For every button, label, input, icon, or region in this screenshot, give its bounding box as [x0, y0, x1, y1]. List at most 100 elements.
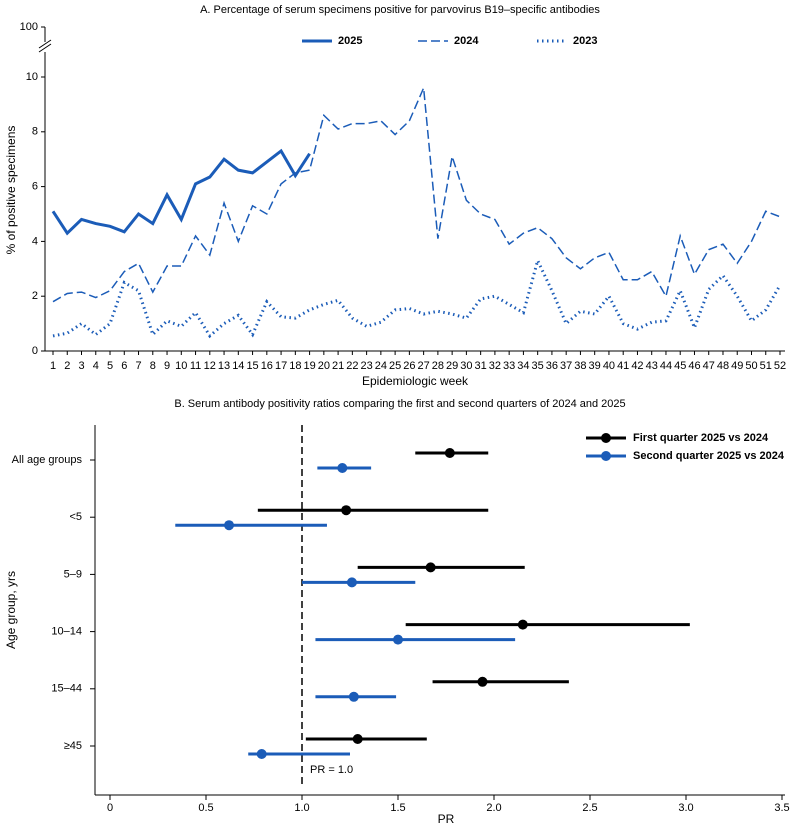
- x-tick-label: 33: [503, 360, 515, 372]
- x-tick-label: 42: [631, 360, 643, 372]
- point-estimate: [517, 619, 528, 630]
- y-tick-label: 100: [20, 21, 38, 33]
- x-tick-label: 3.0: [678, 802, 693, 814]
- x-tick-label: 32: [489, 360, 501, 372]
- x-tick-label: 35: [532, 360, 544, 372]
- x-tick-label: 19: [303, 360, 315, 372]
- y-tick-label: <5: [69, 511, 82, 523]
- x-tick-label: 18: [289, 360, 301, 372]
- y-tick-label: 6: [32, 181, 38, 193]
- x-tick-label: 15: [246, 360, 258, 372]
- x-axis-label: Epidemiologic week: [362, 374, 469, 388]
- x-tick-label: 41: [617, 360, 629, 372]
- point-estimate: [256, 749, 267, 759]
- x-tick-label: 7: [135, 360, 141, 372]
- x-tick-label: 29: [446, 360, 458, 372]
- y-tick-label: All age groups: [12, 454, 83, 466]
- x-tick-label: 1: [50, 360, 56, 372]
- x-tick-label: 48: [717, 360, 729, 372]
- x-tick-label: 3.5: [774, 802, 789, 814]
- x-tick-label: 45: [674, 360, 686, 372]
- x-tick-label: 3: [78, 360, 84, 372]
- chart-title: B. Serum antibody positivity ratios comp…: [174, 398, 625, 410]
- y-tick-label: 10: [26, 71, 38, 83]
- x-tick-label: 44: [660, 360, 672, 372]
- legend-label: 2024: [454, 35, 479, 47]
- x-tick-label: 5: [107, 360, 113, 372]
- x-tick-label: 37: [560, 360, 572, 372]
- chart-title: A. Percentage of serum specimens positiv…: [200, 4, 600, 16]
- y-tick-label: 2: [32, 290, 38, 302]
- x-tick-label: 24: [375, 360, 387, 372]
- y-axis-label: % of positive specimens: [4, 126, 18, 255]
- legend-swatch: [601, 433, 611, 443]
- y-tick-label: 0: [32, 345, 38, 357]
- x-tick-label: 43: [646, 360, 658, 372]
- x-tick-label: 2: [64, 360, 70, 372]
- x-tick-label: 50: [745, 360, 757, 372]
- x-tick-label: 28: [432, 360, 444, 372]
- x-tick-label: 36: [546, 360, 558, 372]
- x-tick-label: 52: [774, 360, 786, 372]
- x-tick-label: 14: [232, 360, 244, 372]
- point-estimate: [477, 676, 488, 687]
- point-estimate: [346, 577, 357, 588]
- x-tick-label: 1.0: [294, 802, 309, 814]
- x-tick-label: 22: [346, 360, 358, 372]
- legend-label: 2025: [338, 35, 362, 47]
- point-estimate: [224, 520, 235, 531]
- x-tick-label: 51: [760, 360, 772, 372]
- x-tick-label: 8: [150, 360, 156, 372]
- y-tick-label: 4: [32, 235, 38, 247]
- series-line: [51, 148, 311, 236]
- series-line: [52, 87, 781, 303]
- point-estimate: [352, 734, 363, 744]
- x-tick-label: 4: [93, 360, 99, 372]
- x-axis-label: PR: [438, 812, 455, 826]
- x-tick-label: 2.5: [582, 802, 597, 814]
- y-tick-label: 15–44: [51, 683, 82, 695]
- x-tick-label: 47: [703, 360, 715, 372]
- x-tick-label: 10: [175, 360, 187, 372]
- x-tick-label: 27: [418, 360, 430, 372]
- x-tick-label: 34: [517, 360, 529, 372]
- x-tick-label: 21: [332, 360, 344, 372]
- x-tick-label: 0: [107, 802, 113, 814]
- point-estimate: [444, 448, 455, 458]
- x-tick-label: 20: [318, 360, 330, 372]
- point-estimate: [337, 463, 348, 473]
- x-tick-label: 25: [389, 360, 401, 372]
- x-tick-label: 1.5: [390, 802, 405, 814]
- point-estimate: [348, 691, 359, 702]
- x-tick-label: 39: [589, 360, 601, 372]
- y-tick-label: ≥45: [64, 740, 82, 752]
- legend-label: First quarter 2025 vs 2024: [633, 432, 769, 444]
- x-tick-label: 6: [121, 360, 127, 372]
- x-tick-label: 17: [275, 360, 287, 372]
- x-tick-label: 38: [574, 360, 586, 372]
- legend-label: Second quarter 2025 vs 2024: [633, 450, 785, 462]
- annotation: PR = 1.0: [310, 764, 353, 776]
- x-tick-label: 49: [731, 360, 743, 372]
- axis-break: [38, 39, 52, 53]
- series-line: [52, 256, 782, 339]
- point-estimate: [393, 634, 403, 645]
- x-tick-label: 9: [164, 360, 170, 372]
- x-tick-label: 12: [204, 360, 216, 372]
- x-tick-label: 40: [603, 360, 615, 372]
- x-tick-label: 46: [688, 360, 700, 372]
- legend-swatch: [601, 451, 611, 461]
- x-tick-label: 0.5: [198, 802, 213, 814]
- x-tick-label: 13: [218, 360, 230, 372]
- x-tick-label: 30: [460, 360, 472, 372]
- x-tick-label: 26: [403, 360, 415, 372]
- point-estimate: [425, 562, 436, 573]
- x-tick-label: 11: [190, 360, 201, 372]
- x-tick-label: 31: [475, 360, 487, 372]
- y-tick-label: 10–14: [51, 626, 82, 638]
- x-tick-label: 23: [360, 360, 372, 372]
- legend-label: 2023: [573, 35, 597, 47]
- x-tick-label: 2.0: [486, 802, 501, 814]
- point-estimate: [341, 505, 352, 516]
